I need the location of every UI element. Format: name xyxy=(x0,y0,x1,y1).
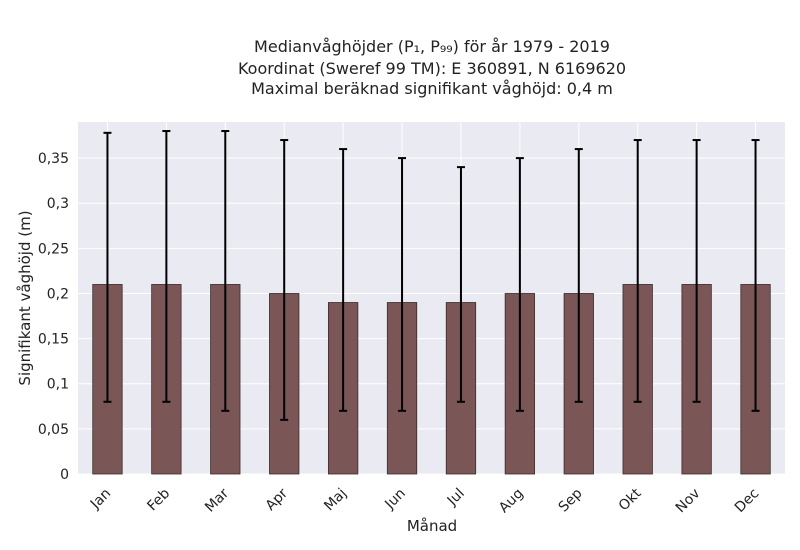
error-bar-mar xyxy=(221,130,230,412)
x-tick-label: Jan xyxy=(87,486,114,513)
plot-area xyxy=(78,122,785,474)
y-axis-ticks: 0 0,05 0,1 0,15 0,2 0,25 0,3 0,35 xyxy=(38,151,69,483)
title-line-3: Maximal beräknad signifikant våghöjd: 0,… xyxy=(251,79,613,98)
y-tick-label: 0,25 xyxy=(38,241,69,257)
y-tick-label: 0,3 xyxy=(47,196,69,212)
y-tick-label: 0 xyxy=(60,467,69,483)
y-tick-label: 0,15 xyxy=(38,332,69,348)
error-bars xyxy=(103,130,760,421)
x-tick-label: Aug xyxy=(496,486,527,517)
x-tick-label: Dec xyxy=(732,486,762,516)
x-axis-ticks: Jan Feb Mar Apr Maj Jun Jul Aug Sep Okt Nov Dec xyxy=(87,485,762,516)
error-bar-jun xyxy=(398,157,407,412)
error-bar-sep xyxy=(574,148,583,403)
y-tick-label: 0,35 xyxy=(38,151,69,167)
y-tick-label: 0,2 xyxy=(47,286,69,302)
title-line-1: Medianvåghöjder (P₁, P₉₉) för år 1979 - … xyxy=(254,37,610,56)
x-tick-label: Apr xyxy=(263,485,292,514)
y-tick-label: 0,05 xyxy=(38,422,69,438)
error-bar-feb xyxy=(162,130,171,403)
x-tick-label: Okt xyxy=(616,485,645,514)
x-tick-label: Feb xyxy=(144,485,173,514)
error-bar-maj xyxy=(339,148,348,412)
x-tick-label: Jun xyxy=(381,486,408,513)
x-tick-label: Mar xyxy=(202,485,232,515)
error-bar-nov xyxy=(692,139,701,403)
error-bar-jan xyxy=(103,131,112,403)
error-bar-okt xyxy=(633,139,642,403)
title-line-2: Koordinat (Sweref 99 TM): E 360891, N 61… xyxy=(238,59,626,78)
x-tick-label: Sep xyxy=(556,485,586,515)
error-bar-aug xyxy=(515,157,524,412)
y-axis-label: Signifikant våghöjd (m) xyxy=(16,210,34,385)
x-tick-label: Maj xyxy=(321,486,350,515)
error-bar-dec xyxy=(751,139,760,412)
x-tick-label: Nov xyxy=(673,486,704,517)
error-bar-jul xyxy=(456,166,465,403)
y-tick-label: 0,1 xyxy=(47,377,69,393)
x-axis-label: Månad xyxy=(407,517,457,535)
chart-title: Medianvåghöjder (P₁, P₉₉) för år 1979 - … xyxy=(238,37,626,98)
x-tick-label: Jul xyxy=(444,486,468,510)
error-bar-apr xyxy=(280,139,289,421)
